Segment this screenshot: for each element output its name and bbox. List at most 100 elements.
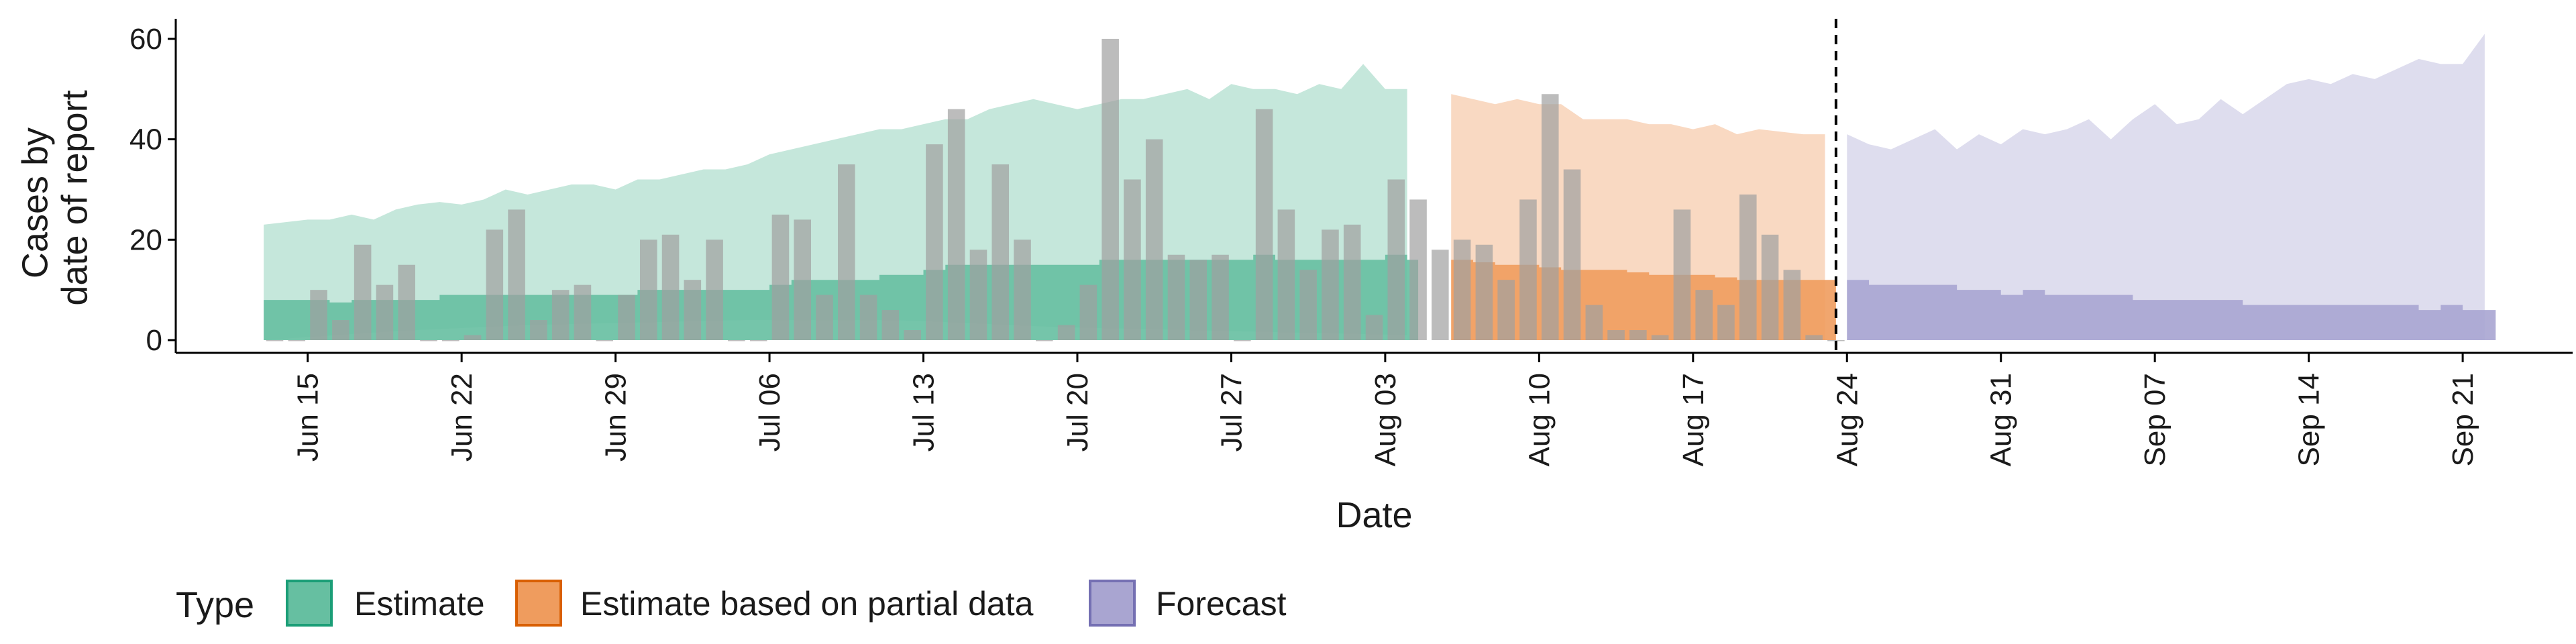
case-bar xyxy=(1607,330,1625,340)
case-bar xyxy=(1167,254,1185,340)
x-tick-label: Jun 29 xyxy=(600,373,633,462)
x-tick-label: Jul 27 xyxy=(1215,373,1248,451)
case-bar xyxy=(530,320,547,340)
case-bar xyxy=(771,214,790,340)
case-bar xyxy=(464,335,482,340)
case-bar xyxy=(1739,194,1757,340)
estimate-ribbons xyxy=(264,34,2496,340)
case-bar xyxy=(1497,280,1515,340)
case-bar xyxy=(1783,270,1801,340)
case-bar xyxy=(1299,270,1317,340)
case-bar xyxy=(1717,305,1735,340)
case-bar xyxy=(661,234,680,340)
x-tick-label: Jul 20 xyxy=(1061,373,1094,451)
case-bar xyxy=(684,280,702,340)
case-bar xyxy=(926,144,943,340)
case-bar xyxy=(398,264,415,340)
case-bar xyxy=(574,284,592,340)
case-bar xyxy=(706,239,723,340)
case-bar xyxy=(1322,229,1339,340)
case-bar xyxy=(1365,315,1383,340)
case-bar xyxy=(1827,340,1845,341)
case-bar xyxy=(486,229,504,340)
y-axis-title: Cases by date of report xyxy=(15,90,95,305)
case-bar xyxy=(969,250,987,340)
y-tick-label: 40 xyxy=(129,123,162,156)
case-bar xyxy=(1387,179,1405,340)
case-bar xyxy=(1475,244,1493,340)
x-tick-label: Aug 17 xyxy=(1677,373,1710,466)
x-tick-label: Jun 22 xyxy=(445,373,478,462)
x-tick-label: Sep 21 xyxy=(2447,373,2479,466)
case-bar xyxy=(1541,94,1559,340)
case-bar xyxy=(1255,109,1273,340)
case-bar xyxy=(1234,340,1251,341)
y-axis-title-line-1: Cases by xyxy=(15,127,55,278)
case-bar xyxy=(596,340,613,341)
x-tick-label: Sep 14 xyxy=(2293,373,2326,466)
ribbon-outer-3 xyxy=(1847,34,2485,340)
case-bar xyxy=(1409,199,1427,340)
case-bar xyxy=(618,294,635,340)
legend-key xyxy=(1089,580,1136,627)
legend-label: Estimate xyxy=(354,585,485,623)
legend-key xyxy=(286,580,333,627)
case-bar xyxy=(354,244,372,340)
legend-label: Forecast xyxy=(1156,585,1287,623)
case-bar xyxy=(1519,199,1537,340)
case-bar xyxy=(1432,250,1449,340)
y-tick-label: 20 xyxy=(129,223,162,256)
legend-title: Type xyxy=(176,585,254,625)
case-bar xyxy=(881,310,900,340)
case-bar xyxy=(1189,260,1208,340)
case-bar xyxy=(1805,335,1823,340)
case-bar xyxy=(288,340,306,341)
case-bar xyxy=(420,340,437,341)
case-bar xyxy=(904,330,921,340)
case-bar xyxy=(991,164,1010,340)
case-bar xyxy=(728,340,745,341)
case-bar xyxy=(1453,239,1471,340)
case-bar xyxy=(639,239,657,340)
case-bar xyxy=(1145,139,1163,340)
case-bar xyxy=(859,294,877,340)
legend-label: Estimate based on partial data xyxy=(580,585,1034,623)
x-tick-label: Aug 31 xyxy=(1985,373,2018,466)
case-bar xyxy=(1212,254,1229,340)
ribbon-inner-3 xyxy=(1847,280,2496,340)
x-axis-ticks: Jun 15 Jun 22 Jun 29 Jul 06 Jul 13 Jul 20 Jul … xyxy=(292,353,2479,466)
case-bar xyxy=(947,109,965,340)
case-bar xyxy=(1124,179,1141,340)
case-bar xyxy=(266,340,284,341)
x-tick-label: Sep 07 xyxy=(2139,373,2171,466)
case-bar xyxy=(1585,305,1603,340)
case-bar xyxy=(749,340,767,341)
case-bar xyxy=(376,284,394,340)
case-bar xyxy=(1102,38,1119,340)
x-tick-label: Jul 06 xyxy=(753,373,786,451)
case-bar xyxy=(816,294,833,340)
x-tick-label: Aug 03 xyxy=(1369,373,1402,466)
y-axis-ticks: 0 20 40 60 xyxy=(129,23,176,357)
case-bar xyxy=(1079,284,1097,340)
case-bar xyxy=(1343,224,1361,340)
x-axis-title: Date xyxy=(1336,495,1412,535)
y-axis-title-line-2: date of report xyxy=(55,90,95,305)
case-bar xyxy=(441,340,460,341)
case-bar xyxy=(508,209,525,340)
case-bar xyxy=(1057,325,1075,340)
legend-items: Estimate Estimate based on partial data Fo… xyxy=(286,580,1287,627)
case-bar xyxy=(838,164,855,340)
case-bar xyxy=(794,219,812,340)
case-bar xyxy=(1014,239,1031,340)
y-tick-label: 60 xyxy=(129,23,162,56)
legend-key xyxy=(515,580,562,627)
case-bar xyxy=(310,290,327,340)
case-bar xyxy=(1563,169,1581,340)
x-tick-label: Jul 13 xyxy=(908,373,941,451)
case-bar xyxy=(1629,330,1647,340)
case-bar xyxy=(1761,234,1779,340)
legend: Type Estimate Estimate based on partial d… xyxy=(176,580,1287,627)
